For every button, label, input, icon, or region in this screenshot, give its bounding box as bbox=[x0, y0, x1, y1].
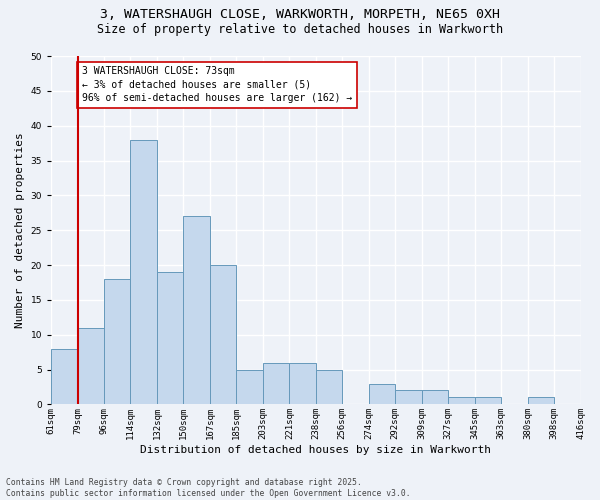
Bar bbox=[316, 370, 342, 404]
Bar bbox=[263, 362, 289, 405]
Bar bbox=[104, 279, 130, 404]
Bar bbox=[422, 390, 448, 404]
Bar bbox=[448, 398, 475, 404]
Bar bbox=[130, 140, 157, 404]
Text: 3 WATERSHAUGH CLOSE: 73sqm
← 3% of detached houses are smaller (5)
96% of semi-d: 3 WATERSHAUGH CLOSE: 73sqm ← 3% of detac… bbox=[82, 66, 352, 103]
Bar bbox=[51, 348, 77, 405]
Text: Size of property relative to detached houses in Warkworth: Size of property relative to detached ho… bbox=[97, 22, 503, 36]
Bar bbox=[77, 328, 104, 404]
Text: 3, WATERSHAUGH CLOSE, WARKWORTH, MORPETH, NE65 0XH: 3, WATERSHAUGH CLOSE, WARKWORTH, MORPETH… bbox=[100, 8, 500, 20]
Bar bbox=[527, 398, 554, 404]
Bar bbox=[475, 398, 501, 404]
Bar bbox=[184, 216, 210, 404]
Bar bbox=[236, 370, 263, 404]
X-axis label: Distribution of detached houses by size in Warkworth: Distribution of detached houses by size … bbox=[140, 445, 491, 455]
Bar bbox=[289, 362, 316, 405]
Bar bbox=[395, 390, 422, 404]
Text: Contains HM Land Registry data © Crown copyright and database right 2025.
Contai: Contains HM Land Registry data © Crown c… bbox=[6, 478, 410, 498]
Bar bbox=[369, 384, 395, 404]
Bar bbox=[157, 272, 184, 404]
Bar bbox=[210, 265, 236, 404]
Y-axis label: Number of detached properties: Number of detached properties bbox=[15, 132, 25, 328]
